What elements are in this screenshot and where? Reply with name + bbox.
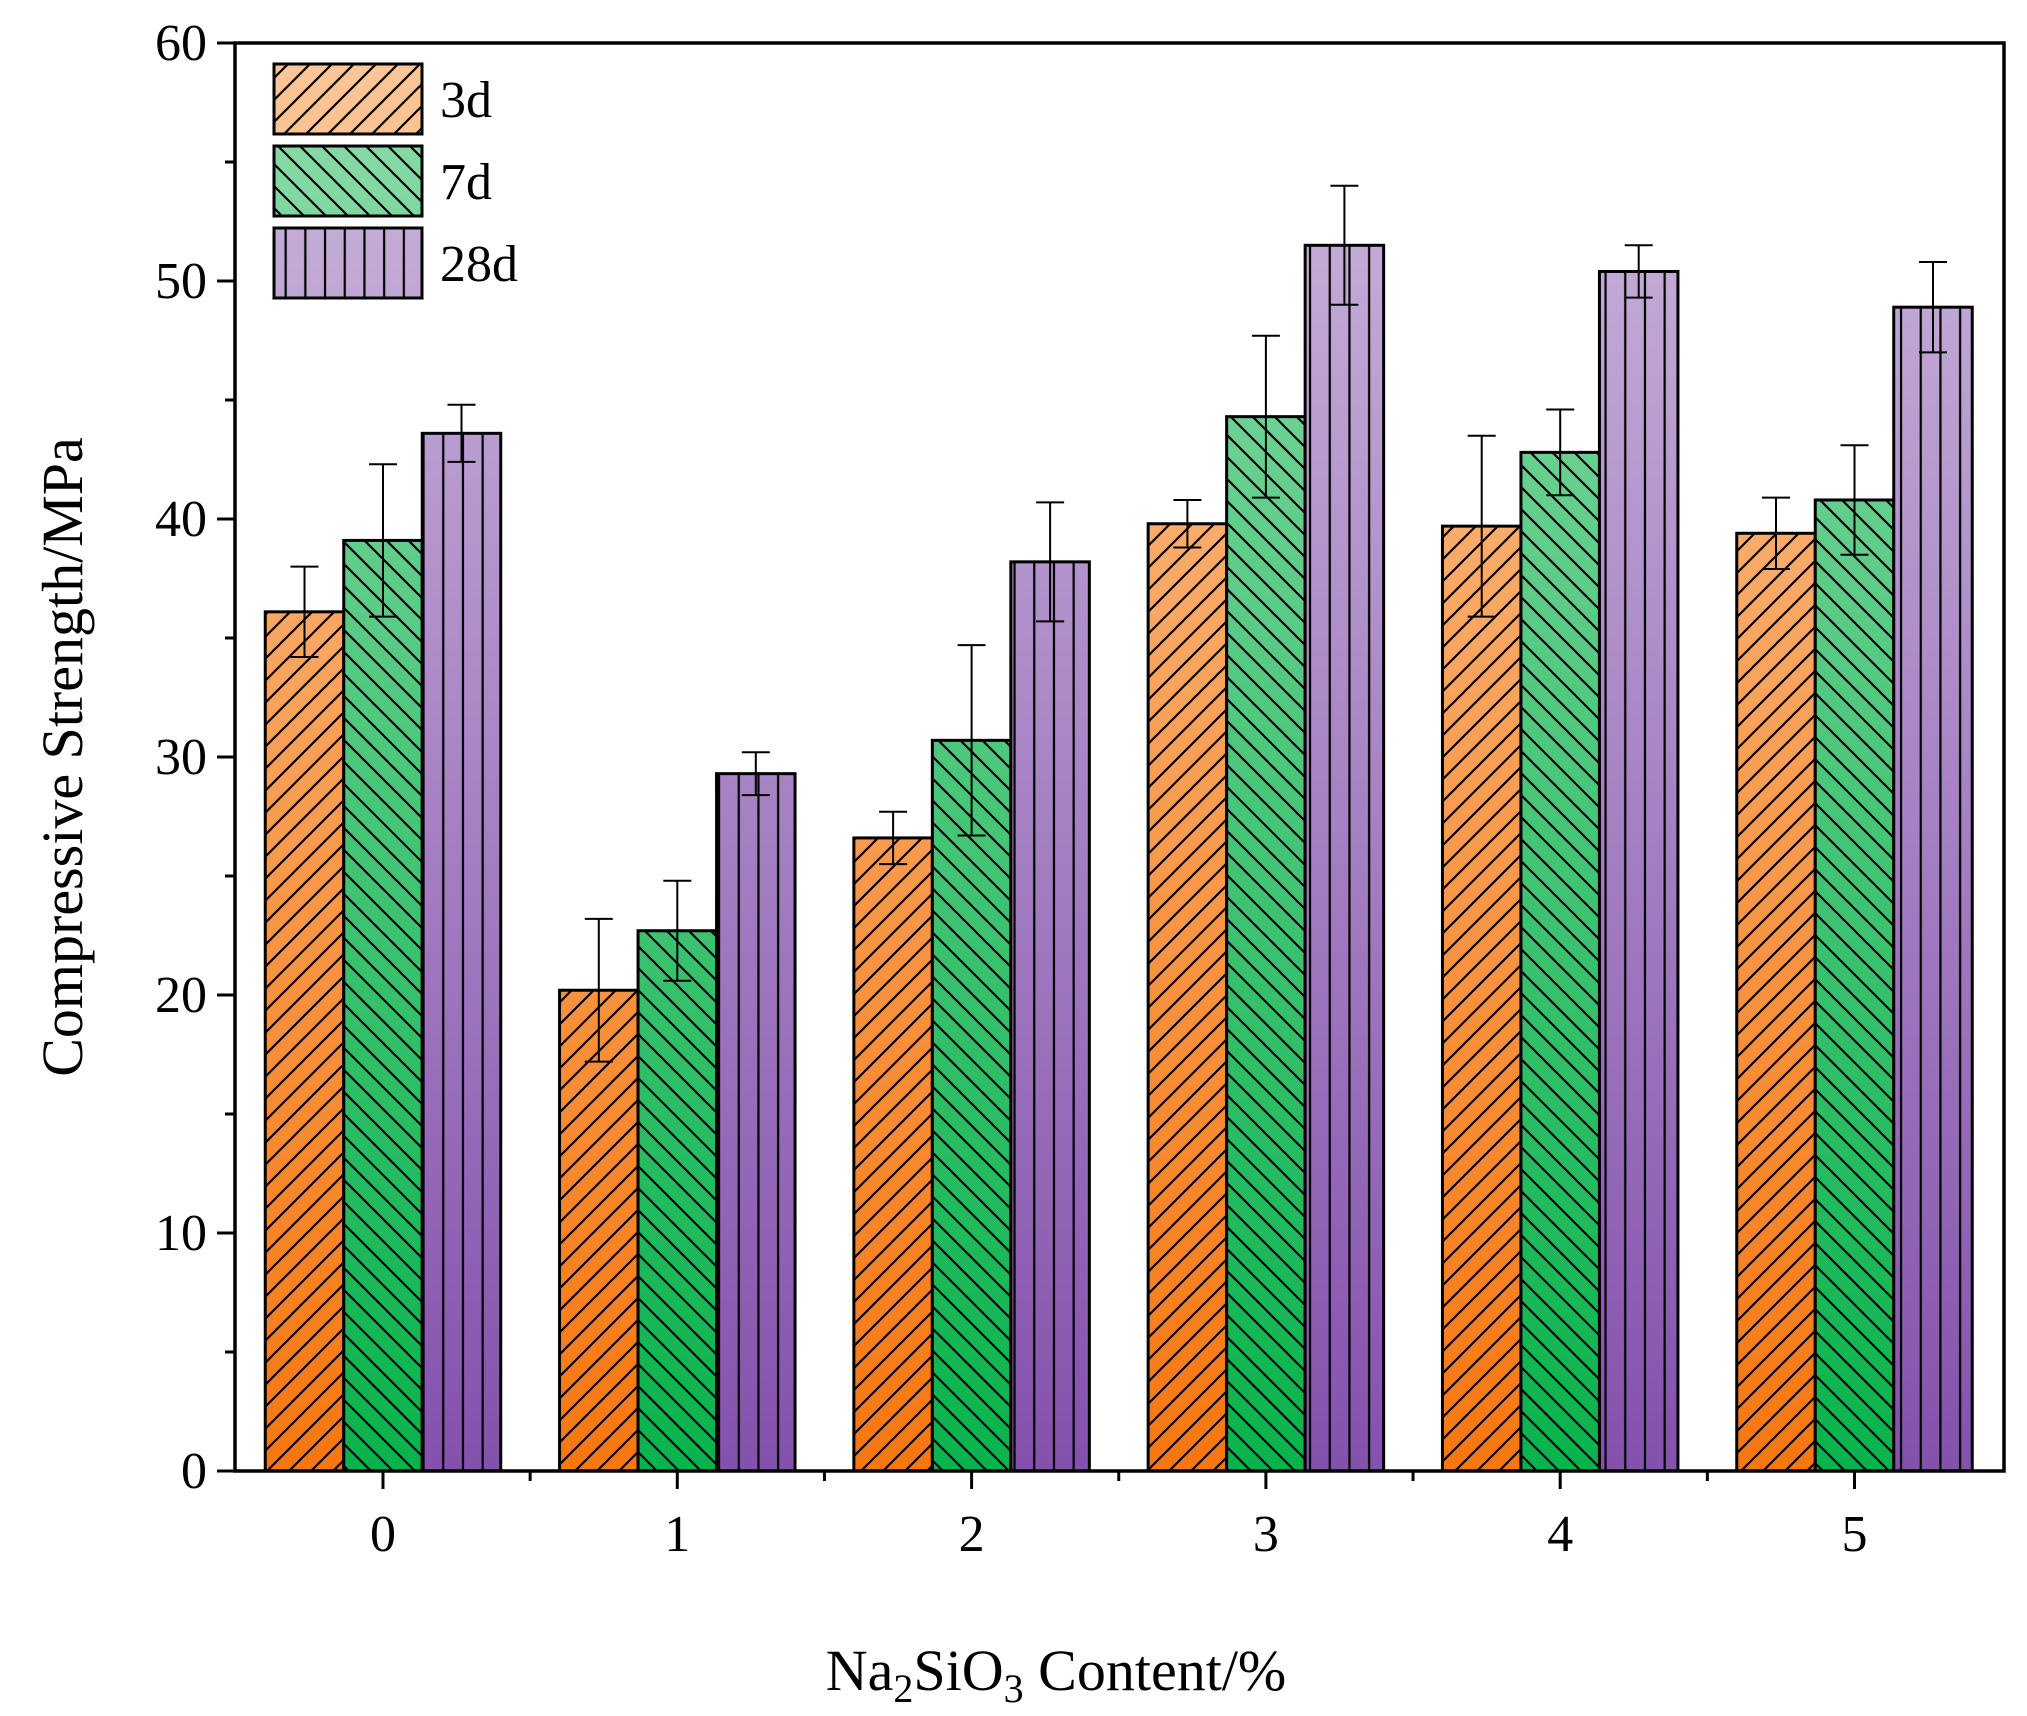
bar-outline-3d-2 bbox=[852, 836, 934, 1473]
legend-swatch-outline-7d bbox=[272, 144, 424, 218]
errorbar-group bbox=[290, 184, 1947, 1063]
bar-outline-28d-2 bbox=[1009, 560, 1091, 1473]
y-tick-label-20: 20 bbox=[155, 967, 207, 1024]
legend-swatch-outline-3d bbox=[272, 62, 424, 136]
legend: 3d 7d 28d bbox=[272, 62, 518, 300]
bar-outline-7d-3 bbox=[1225, 415, 1307, 1473]
bar-outline-3d-3 bbox=[1146, 522, 1229, 1473]
legend-label-28d: 28d bbox=[440, 236, 518, 293]
x-axis-title-na: Na bbox=[826, 1638, 894, 1703]
x-tick-label-1: 1 bbox=[664, 1506, 690, 1563]
bar-outline-3d-0 bbox=[263, 610, 346, 1473]
y-axis-title: Compressive Strength/MPa bbox=[30, 437, 95, 1077]
bar-outline-7d-0 bbox=[342, 538, 424, 1473]
y-tick-label-10: 10 bbox=[155, 1205, 207, 1262]
y-tick-label-30: 30 bbox=[155, 729, 207, 786]
bar-outline-3d-5 bbox=[1735, 531, 1817, 1473]
y-tick-label-40: 40 bbox=[155, 491, 207, 548]
bar-outline-3d-4 bbox=[1440, 524, 1523, 1473]
bar-outline-28d-4 bbox=[1597, 269, 1680, 1473]
bar-outline-7d-4 bbox=[1519, 450, 1601, 1473]
bar-outline-7d-2 bbox=[930, 738, 1013, 1473]
bar-outline-28d-3 bbox=[1303, 243, 1386, 1473]
y-tick-label-60: 60 bbox=[155, 15, 207, 72]
x-tick-label-2: 2 bbox=[959, 1506, 985, 1563]
bar-group bbox=[263, 243, 1974, 1473]
x-tick-label-0: 0 bbox=[370, 1506, 396, 1563]
x-axis-title-sub-2: 2 bbox=[893, 1666, 913, 1711]
x-axis-title: Na2SiO3 Content/% bbox=[826, 1638, 1287, 1711]
x-tick-label-3: 3 bbox=[1253, 1506, 1279, 1563]
bar-outline-3d-1 bbox=[558, 988, 640, 1473]
y-tick-label-0: 0 bbox=[181, 1443, 207, 1500]
bar-outline-7d-5 bbox=[1813, 498, 1896, 1473]
legend-label-3d: 3d bbox=[440, 72, 492, 129]
x-axis: 0 1 2 3 4 5 bbox=[370, 1471, 1868, 1563]
bar-outline-7d-1 bbox=[636, 929, 719, 1473]
x-axis-title-content: Content/% bbox=[1024, 1638, 1287, 1703]
bar-outline-28d-5 bbox=[1892, 305, 1974, 1473]
bar-outline-28d-0 bbox=[420, 431, 503, 1473]
x-axis-title-sio: SiO bbox=[913, 1638, 1003, 1703]
y-axis: 0 10 20 30 40 50 60 bbox=[155, 15, 235, 1500]
bar-outline-28d-1 bbox=[715, 772, 797, 1473]
legend-swatch-outline-28d bbox=[272, 226, 424, 300]
x-axis-title-sub-3: 3 bbox=[1004, 1666, 1024, 1711]
y-tick-label-50: 50 bbox=[155, 253, 207, 310]
x-tick-label-5: 5 bbox=[1842, 1506, 1868, 1563]
legend-label-7d: 7d bbox=[440, 154, 492, 211]
x-tick-label-4: 4 bbox=[1547, 1506, 1573, 1563]
